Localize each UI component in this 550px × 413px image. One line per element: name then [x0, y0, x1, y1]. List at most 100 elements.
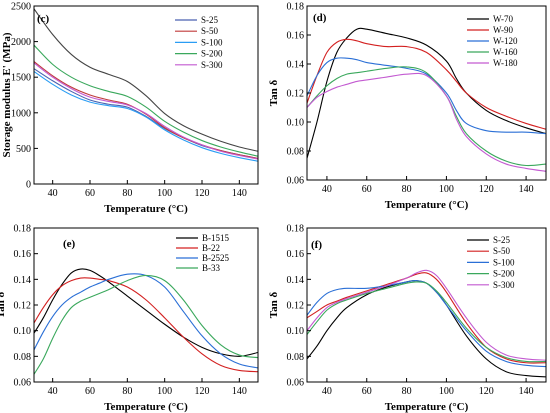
x-tick-label: 140	[519, 386, 534, 397]
y-tick-label: 0.08	[287, 352, 305, 363]
legend-label: S-300	[493, 280, 515, 290]
panel-label: (d)	[313, 12, 327, 24]
x-tick-label: 140	[232, 188, 247, 199]
x-tick-label: 80	[402, 184, 412, 195]
y-tick-label: 0.16	[287, 249, 305, 260]
series-line-d-3	[307, 66, 546, 167]
y-tick-label: 0.06	[14, 378, 32, 389]
x-tick-label: 80	[122, 188, 132, 199]
legend-label: S-200	[201, 49, 223, 59]
x-tick-label: 120	[479, 386, 494, 397]
y-tick-label: 0.06	[287, 378, 305, 389]
panel-label: (e)	[63, 238, 76, 250]
series-line-c-2	[34, 71, 258, 162]
x-tick-label: 100	[439, 184, 454, 195]
legend-label: S-25	[201, 15, 219, 25]
x-tick-label: 120	[195, 188, 210, 199]
x-axis-title: Temperature (°C)	[385, 199, 469, 211]
y-tick-label: 0.18	[287, 224, 305, 235]
legend-label: B-33	[202, 263, 221, 273]
x-tick-label: 100	[157, 188, 172, 199]
y-tick-label: 1000	[11, 108, 31, 119]
y-axis-title: Tan δ	[268, 80, 280, 107]
x-tick-label: 40	[322, 184, 332, 195]
legend-label: W-160	[493, 47, 518, 57]
y-tick-label: 2000	[11, 37, 31, 48]
plot-frame	[33, 5, 259, 185]
legend-label: B-22	[202, 243, 220, 253]
y-tick-label: 0.12	[287, 89, 305, 100]
x-tick-label: 60	[362, 386, 372, 397]
x-tick-label: 80	[122, 386, 132, 397]
y-tick-label: 0.12	[287, 301, 305, 312]
legend-label: S-200	[493, 269, 515, 279]
series-line-d-4	[307, 72, 546, 172]
panel-label: (c)	[37, 13, 50, 25]
x-tick-label: 40	[48, 188, 58, 199]
panel-f: 40 60 80 100 120 140 0.06 0.08 0.10 0.12 0.14 0.16 0…	[268, 224, 547, 413]
panel-d: 40 60 80 100 120 140 0.06 0.08 0.10 0.12 0.14 0.16 0…	[268, 2, 547, 211]
panel-e: 40 60 80 100 120 140 0.06 0.08 0.10 0.12 0.14 0.16 0…	[0, 224, 259, 413]
y-tick-label: 0.10	[287, 118, 305, 129]
x-axis-title: Temperature (°C)	[104, 203, 188, 215]
legend-label: B-1515	[202, 233, 230, 243]
panel-c: 40 60 80 100 120 140 0 500 1000 1500 2000 2500 Tempe…	[1, 2, 259, 215]
y-tick-label: 0.16	[287, 31, 305, 42]
series-line-e-1	[34, 277, 258, 373]
y-tick-label: 0.12	[14, 301, 32, 312]
x-tick-label: 80	[402, 386, 412, 397]
x-axis-title: Temperature (°C)	[104, 401, 188, 413]
x-tick-label: 60	[362, 184, 372, 195]
panel-label: (f)	[311, 239, 322, 251]
y-tick-label: 0	[26, 180, 31, 191]
legend-label: S-50	[493, 246, 511, 256]
legend-label: S-100	[493, 257, 515, 267]
y-tick-label: 0.16	[14, 249, 32, 260]
series-line-f-3	[307, 281, 546, 363]
x-tick-label: 140	[519, 184, 534, 195]
series-line-f-1	[307, 272, 546, 364]
y-tick-label: 2500	[11, 2, 31, 13]
series-group	[34, 8, 258, 162]
y-tick-label: 1500	[11, 73, 31, 84]
series-line-c-1	[34, 61, 258, 159]
legend-label: B-2525	[202, 253, 230, 263]
x-tick-label: 100	[439, 386, 454, 397]
legend-label: S-100	[201, 37, 223, 47]
y-tick-label: 0.06	[287, 176, 305, 187]
x-axis-title: Temperature (°C)	[385, 401, 469, 413]
plot-frame	[33, 227, 259, 383]
series-group	[307, 269, 546, 378]
series-line-c-3	[34, 44, 258, 157]
legend-label: W-120	[493, 36, 518, 46]
series-line-f-2	[307, 280, 546, 368]
y-tick-label: 0.08	[287, 147, 305, 158]
legend-label: S-25	[493, 235, 511, 245]
x-tick-label: 120	[195, 386, 210, 397]
series-line-c-4	[34, 62, 258, 160]
series-group	[34, 268, 258, 375]
y-tick-label: 500	[16, 144, 31, 155]
x-tick-label: 100	[157, 386, 172, 397]
y-tick-label: 0.10	[287, 326, 305, 337]
series-group	[307, 27, 546, 172]
series-line-c-5	[34, 8, 258, 152]
x-tick-label: 40	[48, 386, 58, 397]
y-axis-title: Tan δ	[0, 292, 7, 319]
y-tick-label: 0.14	[287, 60, 305, 71]
y-tick-label: 0.10	[14, 326, 32, 337]
legend-label: W-180	[493, 58, 518, 68]
x-tick-label: 120	[479, 184, 494, 195]
y-tick-label: 0.14	[14, 275, 32, 286]
legend-label: W-70	[493, 14, 513, 24]
legend-label: W-90	[493, 25, 513, 35]
series-line-d-1	[307, 38, 546, 130]
y-tick-label: 0.14	[287, 275, 305, 286]
legend-label: S-300	[201, 60, 223, 70]
y-axis-title: Storage modulus E' (MPa)	[1, 32, 13, 157]
y-tick-label: 0.18	[287, 2, 305, 13]
y-axis-title: Tan δ	[268, 292, 280, 319]
